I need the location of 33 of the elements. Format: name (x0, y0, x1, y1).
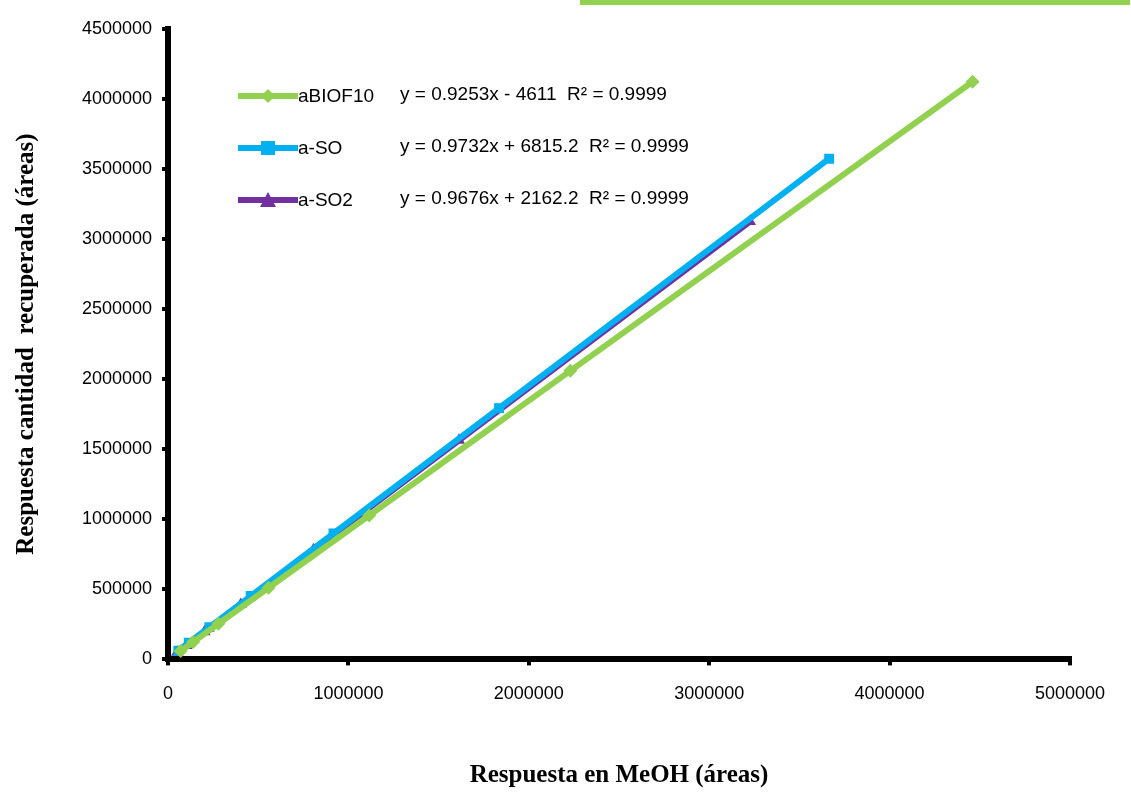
x-tick-label: 2000000 (493, 683, 564, 704)
y-tick-label: 2500000 (82, 298, 153, 319)
point (494, 403, 505, 414)
x-tick-label: 4000000 (854, 683, 925, 704)
legend-label: a-SO2 (298, 189, 353, 211)
annotation: y = 0.9253x - 4611 R² = 0.9999 (400, 82, 668, 106)
x-tick-label: 3000000 (674, 683, 745, 704)
x-tick-label: 0 (163, 683, 174, 704)
y-axis-title: Respuesta cantidad recuperada (áreas) (11, 133, 40, 555)
point (211, 616, 226, 631)
point (186, 635, 201, 650)
legend-label: a-SO (298, 137, 343, 159)
y-tick-label: 1500000 (82, 438, 153, 459)
point (824, 153, 835, 164)
x-axis-title: Respuesta en MeOH (áreas) (469, 760, 769, 789)
y-tick-label: 0 (142, 648, 153, 669)
y-tick-label: 500000 (92, 578, 153, 599)
annotation: y = 0.9676x + 2162.2 R² = 0.9999 (400, 186, 689, 210)
y-tick-label: 3500000 (82, 157, 153, 178)
y-tick-label: 1000000 (82, 508, 153, 529)
point (261, 580, 276, 595)
point (965, 74, 980, 89)
x-tick-label: 5000000 (1034, 683, 1105, 704)
x-tick-label: 1000000 (313, 683, 384, 704)
y-tick-label: 3000000 (82, 227, 153, 248)
legend-label: aBIOF10 (298, 85, 375, 107)
point (173, 643, 188, 658)
annotation: y = 0.9732x + 6815.2 R² = 0.9999 (400, 134, 689, 158)
y-tick-label: 4500000 (82, 17, 153, 38)
y-tick-label: 4000000 (82, 87, 153, 108)
point (362, 508, 377, 523)
point (563, 363, 578, 378)
y-tick-label: 2000000 (82, 368, 153, 389)
